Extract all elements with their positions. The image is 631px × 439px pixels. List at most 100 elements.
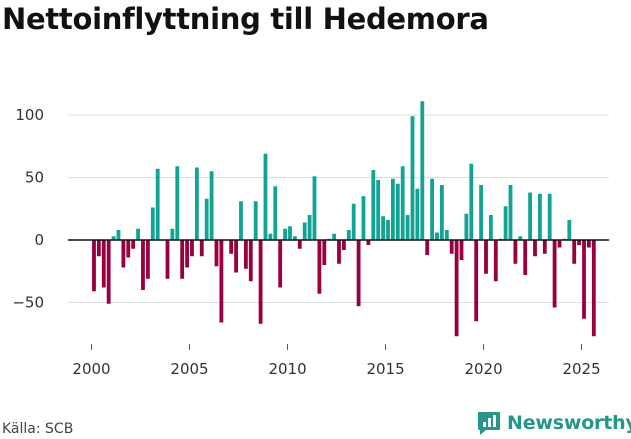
bar: [542, 240, 547, 254]
bar: [356, 240, 361, 307]
bar: [194, 167, 199, 240]
bar: [420, 101, 425, 240]
bar: [533, 240, 537, 257]
bar: [150, 207, 155, 240]
bar: [449, 240, 454, 254]
bar: [479, 185, 484, 240]
bar: [106, 240, 111, 304]
bar: [582, 240, 586, 319]
y-tick-label: 0: [34, 231, 44, 249]
bar: [302, 222, 307, 240]
bar: [180, 240, 185, 279]
bars: [92, 101, 596, 337]
bar: [591, 240, 596, 337]
bar: [214, 240, 219, 267]
bar: [557, 240, 562, 248]
bar: [430, 178, 435, 240]
bar: [552, 240, 557, 308]
bar: [390, 178, 395, 240]
bar: [248, 240, 253, 282]
bar: [528, 192, 533, 240]
bar: [165, 240, 170, 279]
bar: [111, 236, 116, 240]
bar: [292, 236, 297, 240]
bar: [307, 215, 312, 240]
bar: [337, 240, 341, 264]
bar: [239, 201, 243, 240]
x-tick-label: 2015: [366, 360, 404, 378]
bar: [234, 240, 238, 273]
bar: [219, 240, 224, 323]
bar: [253, 201, 258, 240]
bar: [381, 216, 385, 240]
bar: [243, 240, 248, 269]
x-tick-label: 2025: [562, 360, 600, 378]
bar: [351, 203, 356, 240]
bar: [464, 213, 469, 240]
bar: [395, 183, 400, 240]
brand-name: Newsworthy: [507, 412, 631, 434]
bar: [131, 240, 136, 249]
bar: [209, 171, 214, 240]
bar: [488, 215, 493, 240]
y-tick-label: 50: [25, 169, 44, 187]
bar: [278, 240, 283, 288]
y-tick-label: 100: [15, 106, 44, 124]
bar: [513, 240, 518, 264]
bar: [185, 240, 189, 268]
x-tick-label: 2005: [170, 360, 208, 378]
bar: [493, 240, 498, 282]
bar: [317, 240, 322, 294]
bar: [425, 240, 430, 255]
bar: [537, 193, 542, 240]
bar: [312, 176, 317, 240]
bar: [199, 240, 204, 257]
bar: [170, 228, 175, 240]
bar: [116, 230, 121, 240]
bar: [503, 206, 508, 240]
bar: [587, 240, 591, 248]
bar: [484, 240, 488, 274]
bar: [439, 185, 444, 240]
bar: [155, 168, 160, 240]
bar: [405, 215, 410, 240]
bar: [474, 240, 479, 322]
x-tick-label: 2000: [72, 360, 110, 378]
bar: [190, 240, 194, 257]
bar: [273, 186, 278, 240]
x-tick-label: 2020: [464, 360, 502, 378]
bar: [523, 240, 528, 275]
bar: [361, 196, 366, 240]
bar: [454, 240, 459, 337]
bar: [96, 240, 101, 257]
bar: [415, 188, 420, 240]
bar: [435, 232, 439, 240]
brand-logo: Newsworthy: [476, 409, 631, 437]
bar: [547, 193, 552, 240]
bar: [136, 228, 140, 240]
bar: [371, 170, 376, 240]
bar: [322, 240, 327, 265]
bar: [577, 240, 582, 245]
chart-title: Nettoinflyttning till Hedemora: [2, 2, 489, 36]
bar: [297, 240, 302, 249]
bar: [263, 153, 268, 240]
bar: [126, 240, 131, 258]
source-note: Källa: SCB: [2, 421, 74, 437]
bar: [341, 240, 346, 250]
bar: [92, 240, 96, 292]
bar: [229, 240, 234, 254]
bar: [410, 116, 415, 240]
newsworthy-logo-icon: [478, 412, 500, 435]
x-tick-label: 2010: [268, 360, 306, 378]
bar: [366, 240, 371, 245]
bar: [141, 240, 145, 290]
bar: [376, 180, 381, 240]
bar: [508, 185, 513, 240]
bar: [518, 236, 523, 240]
axes: −50 0 50 100 2000 2005 2010 2015 2020 2025: [12, 106, 609, 378]
bar: [101, 240, 106, 288]
bar: [346, 230, 351, 240]
bar: [567, 220, 572, 240]
